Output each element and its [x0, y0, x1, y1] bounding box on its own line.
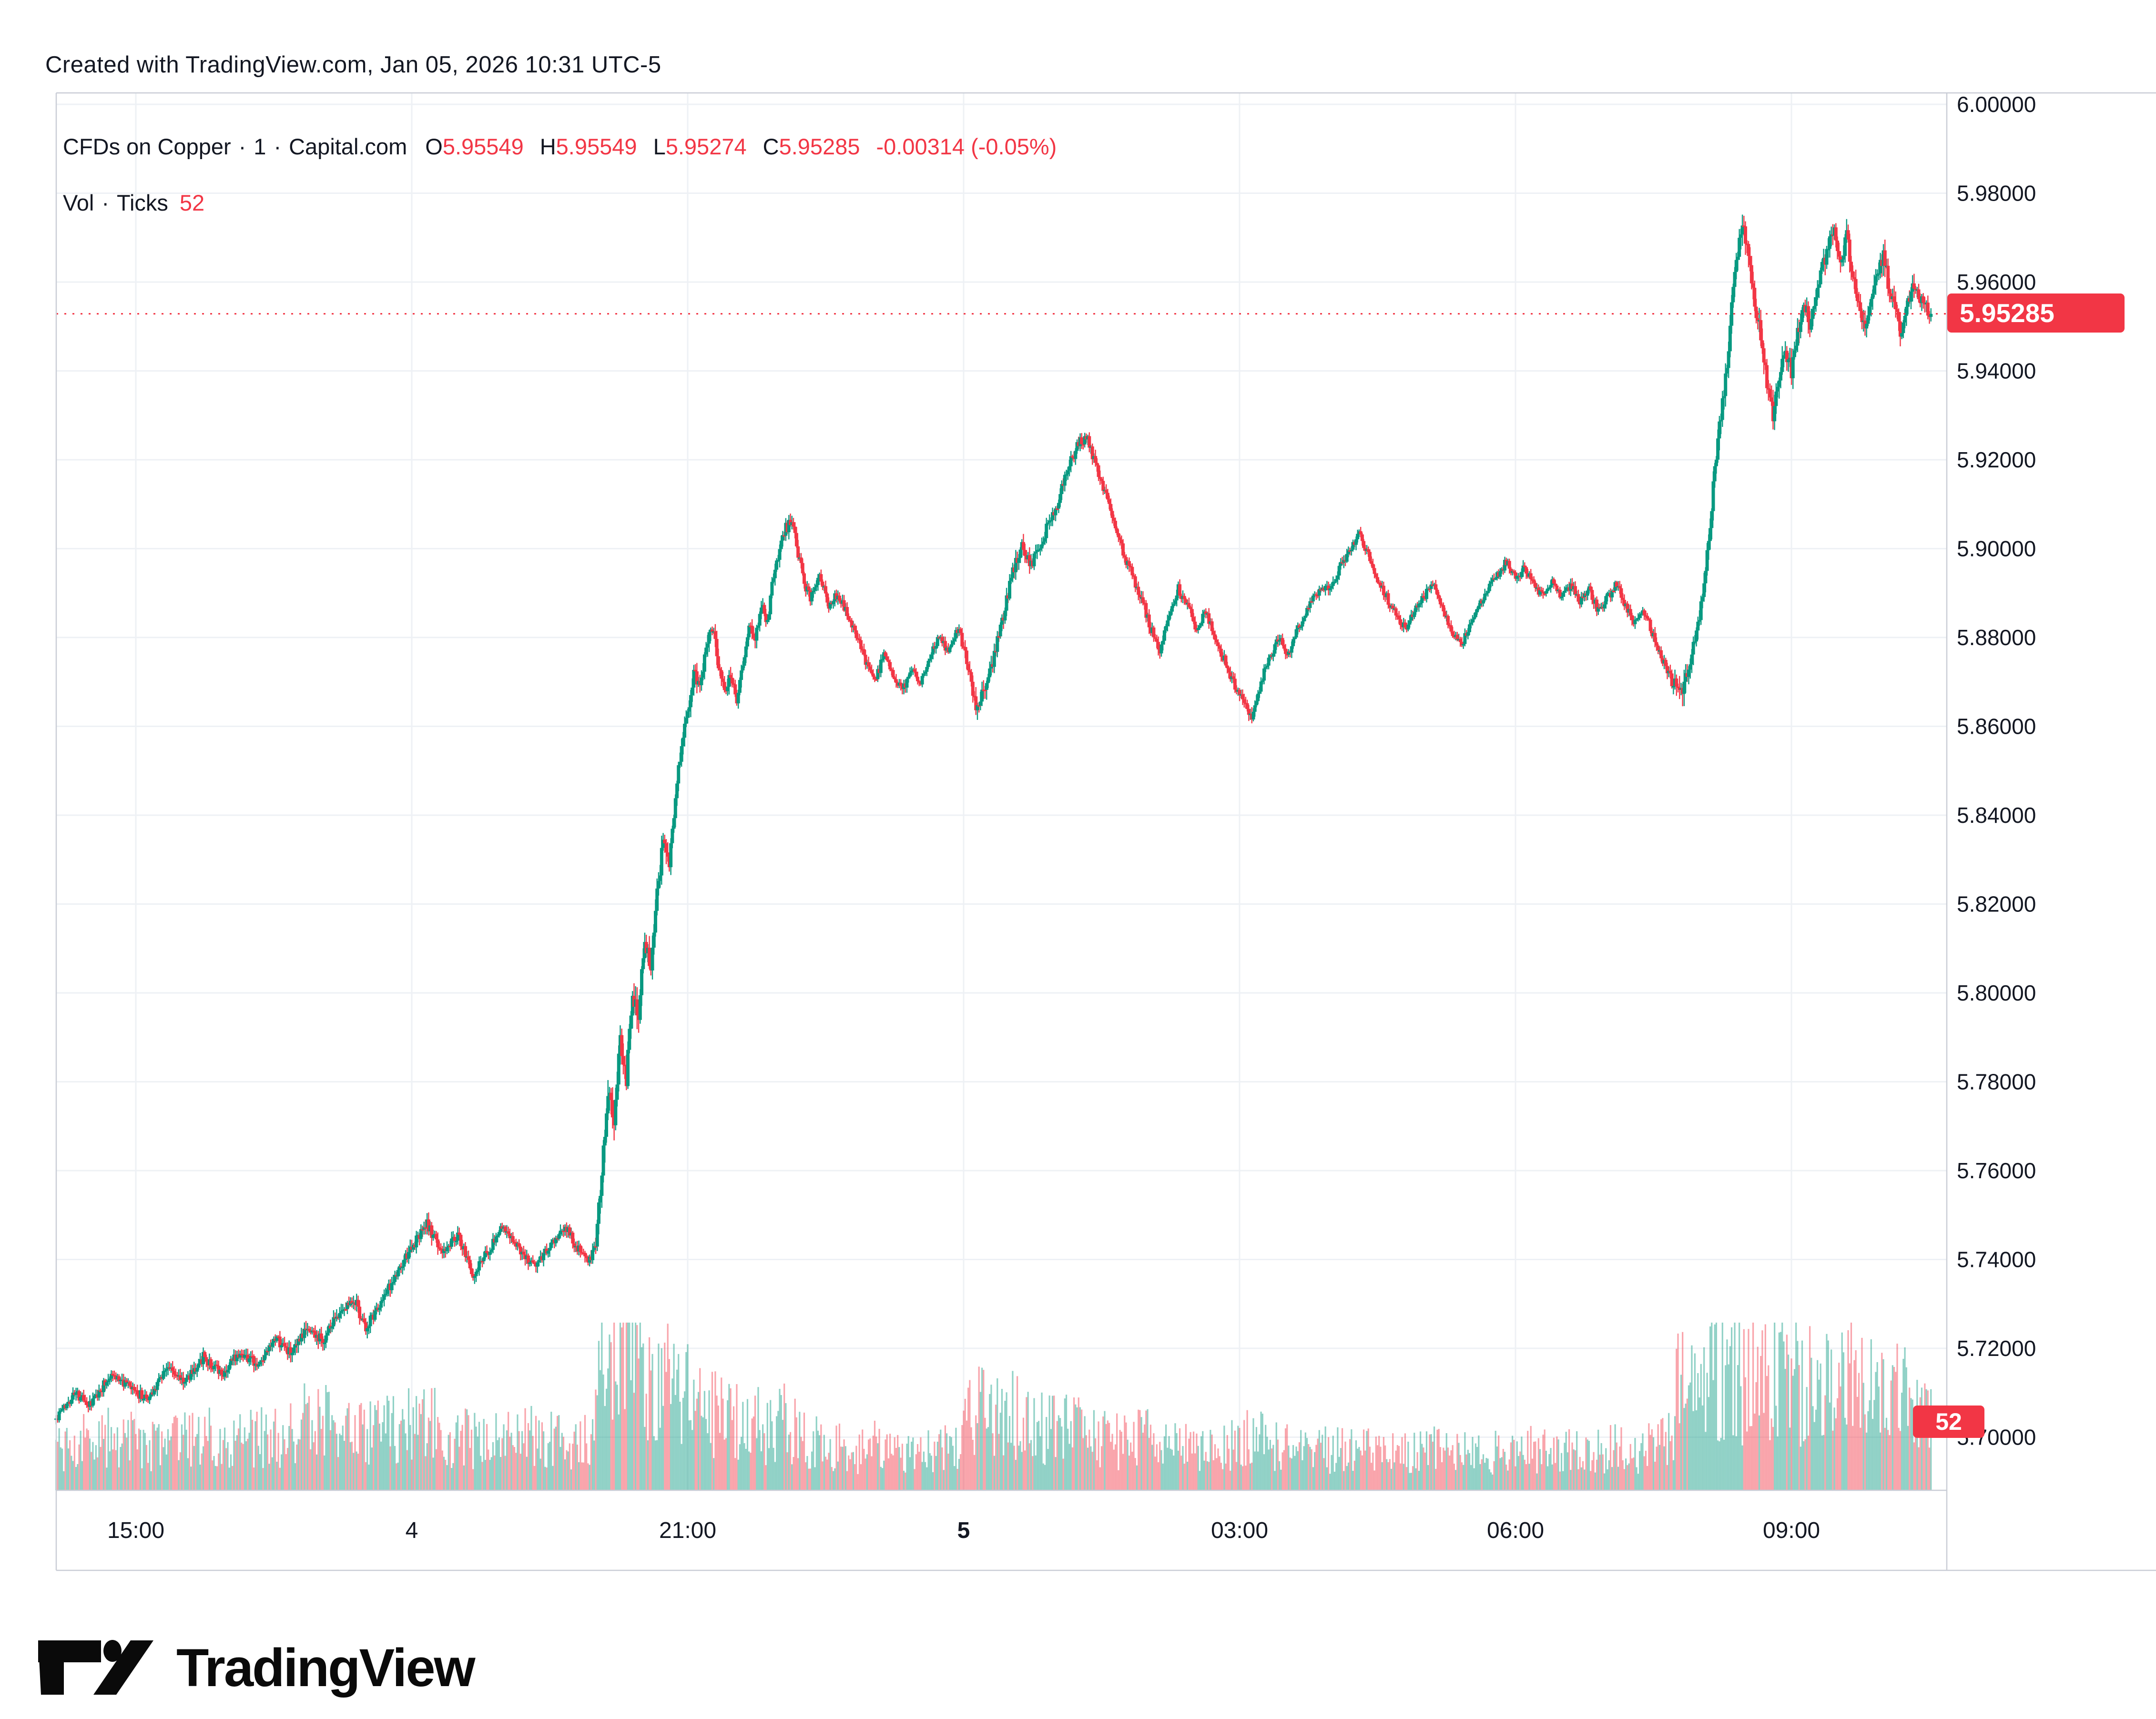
price-axis-label: 5.92000	[1957, 447, 2036, 472]
price-axis-label: 6.00000	[1957, 92, 2036, 117]
time-axis-label: 06:00	[1487, 1518, 1544, 1543]
price-axis-label: 5.90000	[1957, 536, 2036, 561]
price-axis[interactable]: 6.00000 5.98000 5.96000 5.94000 5.92000 5.900…	[1957, 92, 2036, 1450]
time-axis-label: 09:00	[1763, 1518, 1820, 1543]
time-axis-label: 15:00	[107, 1518, 164, 1543]
price-axis-label: 5.84000	[1957, 803, 2036, 828]
price-axis-label: 5.72000	[1957, 1336, 2036, 1361]
tradingview-logo[interactable]: TradingView	[37, 1637, 476, 1699]
last-price-badge: 5.95285	[1947, 293, 2125, 333]
interval-label[interactable]: 1	[254, 134, 266, 159]
vol-separator: ·	[102, 190, 109, 215]
time-axis-label: 4	[406, 1518, 418, 1543]
time-axis-label: 5	[957, 1518, 970, 1543]
symbol-title[interactable]: CFDs on Copper	[63, 134, 231, 159]
high-label: H	[539, 134, 556, 159]
price-axis-label: 5.78000	[1957, 1070, 2036, 1094]
price-axis-label: 5.96000	[1957, 270, 2036, 294]
price-axis-label: 5.80000	[1957, 981, 2036, 1005]
vol-source-label: Ticks	[117, 190, 168, 215]
time-axis[interactable]: 15:00 4 21:00 5 03:00 06:00 09:00	[107, 1518, 1820, 1543]
axis-border-lines	[55, 92, 2156, 1571]
low-value: 5.95274	[665, 134, 747, 159]
price-axis-label: 5.94000	[1957, 359, 2036, 384]
attribution-text: Created with TradingView.com, Jan 05, 20…	[45, 52, 661, 78]
price-axis-label: 5.88000	[1957, 625, 2036, 650]
tradingview-logo-icon	[38, 1639, 153, 1695]
low-label: L	[653, 134, 666, 159]
volume-bars	[55, 1323, 1932, 1490]
price-axis-label: 5.76000	[1957, 1158, 2036, 1183]
price-axis-label: 5.98000	[1957, 181, 2036, 206]
legend-row: CFDs on Copper · 1 · Capital.com O5.9554…	[63, 133, 1057, 160]
vol-current-value: 52	[179, 190, 205, 215]
legend-separator: ·	[238, 134, 246, 159]
legend-separator2: ·	[274, 134, 282, 159]
last-volume-badge: 52	[1913, 1406, 1984, 1438]
close-value: 5.95285	[779, 134, 860, 159]
change-value: -0.00314 (-0.05%)	[876, 134, 1057, 159]
high-value: 5.95549	[556, 134, 637, 159]
price-axis-label: 5.86000	[1957, 714, 2036, 739]
close-label: C	[763, 134, 779, 159]
exchange-label[interactable]: Capital.com	[289, 134, 407, 159]
open-value: 5.95549	[442, 134, 524, 159]
time-axis-label: 21:00	[659, 1518, 716, 1543]
vol-label[interactable]: Vol	[63, 190, 94, 215]
candle-bodies	[54, 225, 1933, 1420]
price-axis-label: 5.74000	[1957, 1247, 2036, 1272]
candle-wicks	[55, 214, 1932, 1425]
time-axis-label: 03:00	[1211, 1518, 1268, 1543]
open-label: O	[425, 134, 443, 159]
tradingview-logo-text: TradingView	[176, 1638, 476, 1698]
grid-lines	[56, 93, 1947, 1490]
price-axis-label: 5.82000	[1957, 892, 2036, 917]
volume-legend-row: Vol · Ticks 52	[63, 190, 204, 216]
